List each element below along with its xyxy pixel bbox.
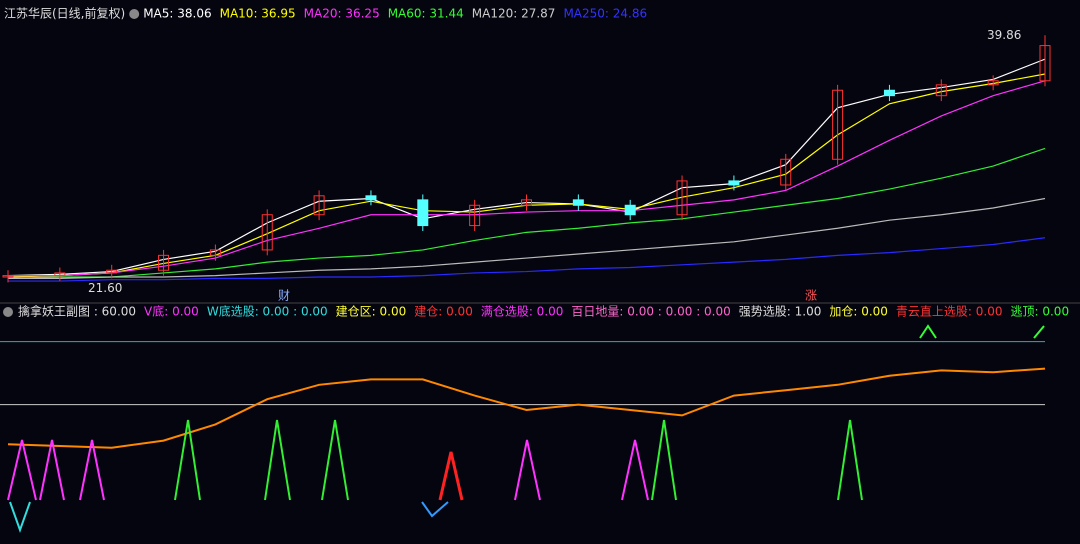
candle-body	[2, 275, 14, 278]
indicator-legend: 满仓选股: 0.00	[481, 305, 564, 319]
signal	[264, 419, 291, 501]
indicator-legend: 百日地量: 0.00 : 0.00 : 0.00	[571, 305, 730, 319]
indicator-legend: 强势选股: 1.00	[739, 305, 822, 319]
signal	[621, 439, 649, 501]
ma-line	[8, 237, 1046, 282]
signal	[39, 439, 65, 501]
candle-body	[728, 180, 740, 186]
candle-body	[365, 195, 377, 201]
candle-body	[313, 195, 325, 216]
signal	[79, 439, 105, 501]
ma-line	[8, 80, 1046, 277]
indicator-legend: 青云直上选股: 0.00	[896, 305, 1003, 319]
signal	[9, 501, 31, 533]
indicator-legend: 逃顶: 0.00	[1011, 305, 1070, 319]
stock-title: 江苏华辰(日线,前复权)	[4, 6, 125, 21]
signal	[1033, 325, 1045, 339]
settings-icon	[129, 9, 140, 19]
signal	[837, 419, 863, 501]
signal	[7, 439, 37, 501]
signals	[7, 324, 1045, 533]
candle-body	[935, 84, 947, 97]
candle-body	[883, 89, 895, 97]
candle-body	[417, 199, 429, 227]
indicator-legend: W底选股: 0.00 : 0.00	[207, 304, 328, 319]
ma-legend: MA5: 38.06	[143, 7, 211, 21]
candle-body	[832, 89, 844, 160]
candle-body	[572, 199, 584, 206]
tag: 财	[278, 289, 290, 303]
settings-icon	[3, 307, 13, 317]
signal	[514, 439, 541, 501]
indicator-legend: 建仓区: 0.00	[336, 305, 407, 319]
candle-body	[987, 80, 999, 86]
candle-body	[469, 204, 481, 227]
signal	[438, 451, 464, 501]
candle-body	[106, 269, 118, 274]
candle-body	[261, 214, 273, 251]
ma-legend: MA10: 36.95	[220, 7, 296, 21]
ma-legend: MA20: 36.25	[304, 7, 380, 21]
signal	[651, 419, 677, 501]
candle-body	[624, 204, 636, 216]
signal	[421, 501, 449, 518]
candle-body	[676, 180, 688, 216]
low-label: 21.60	[88, 281, 122, 295]
candle-body	[158, 254, 170, 271]
indicator-legend: 擒拿妖王副图 : 60.00	[18, 304, 136, 319]
candle-body	[1039, 45, 1051, 82]
candle-body	[209, 249, 221, 256]
candle-body	[780, 158, 792, 186]
ma-line	[7, 147, 1046, 279]
candle-body	[521, 199, 532, 206]
high-label: 39.86	[987, 28, 1021, 42]
indicator-legend: 建仓: 0.00	[414, 305, 473, 319]
indicator-legend: 加仓: 0.00	[829, 305, 888, 319]
indicator-legend: V底: 0.00	[144, 304, 199, 319]
indicator-line	[7, 367, 1046, 449]
signal	[174, 419, 201, 501]
signal	[919, 324, 937, 339]
tag: 涨	[805, 288, 817, 303]
candle-body	[54, 272, 66, 277]
signal	[321, 419, 349, 501]
ma-legend: MA60: 31.44	[388, 7, 464, 21]
ma-line	[8, 197, 1046, 279]
ma-legend: MA250: 24.86	[563, 7, 647, 21]
ma-legend: MA120: 27.87	[472, 7, 556, 21]
